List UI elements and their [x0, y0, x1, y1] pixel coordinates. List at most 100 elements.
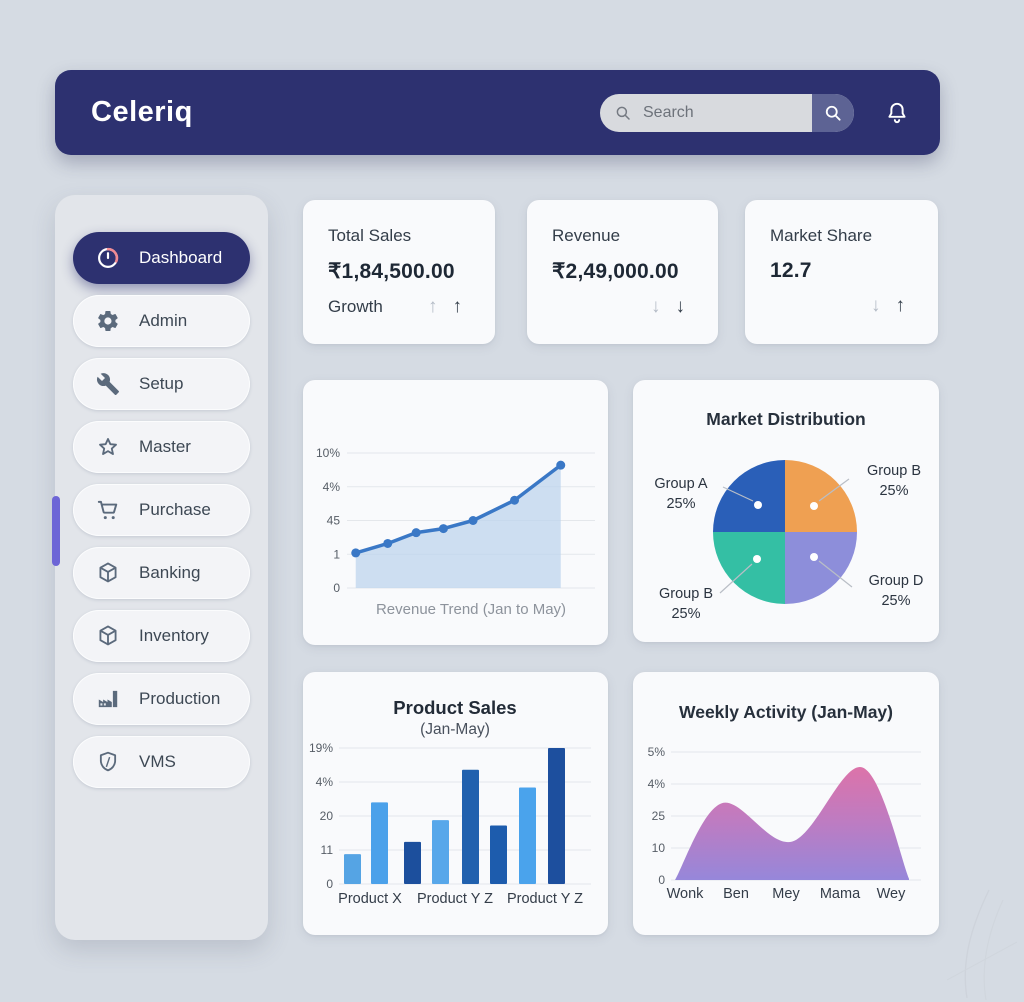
svg-text:0: 0 — [333, 581, 340, 595]
svg-text:25%: 25% — [671, 606, 700, 622]
sidebar-item-label: Admin — [139, 311, 188, 330]
svg-text:1: 1 — [333, 547, 340, 561]
sidebar-item-label: Inventory — [139, 626, 209, 645]
kpi-sub-row: ↓ ↓ — [552, 296, 718, 318]
kpi-card-market-share: Market Share 12.7 ↓ ↑ — [745, 200, 938, 344]
svg-text:Mey: Mey — [772, 886, 800, 902]
kpi-value: ₹1,84,500.00 — [328, 260, 455, 283]
navbar-right-group — [600, 93, 910, 132]
svg-text:Ben: Ben — [723, 886, 749, 902]
search-bar — [600, 93, 854, 132]
down-arrow-icon: ↓ — [651, 296, 661, 317]
svg-text:10: 10 — [652, 841, 666, 855]
svg-text:10%: 10% — [316, 446, 340, 460]
sidebar-item-label: Setup — [139, 374, 184, 393]
kpi-trend-arrows: ↓ ↓ — [651, 296, 685, 318]
sidebar-item-label: VMS — [139, 752, 176, 771]
kpi-title: Market Share — [770, 226, 873, 245]
product-sales-card: Product Sales (Jan-May) 19% 4% 20 11 0 Product … — [303, 672, 608, 935]
svg-text:Market Distribution: Market Distribution — [706, 409, 865, 429]
star-icon — [95, 434, 121, 460]
svg-text:4%: 4% — [648, 777, 666, 791]
svg-text:25: 25 — [652, 809, 666, 823]
brand-logo: Celeriq — [91, 96, 193, 128]
svg-text:20: 20 — [320, 809, 334, 823]
cube-icon — [95, 560, 121, 586]
svg-text:Product Y Z: Product Y Z — [507, 891, 583, 907]
svg-text:(Jan-May): (Jan-May) — [420, 721, 490, 738]
up-arrow-icon: ↑ — [428, 296, 438, 317]
kpi-sub-label: Growth — [328, 297, 383, 316]
sidebar-item-production[interactable]: Production — [73, 673, 250, 725]
svg-text:Revenue Trend (Jan to May): Revenue Trend (Jan to May) — [376, 601, 566, 618]
up-arrow-icon: ↑ — [452, 296, 463, 317]
revenue-trend-card: 10% 4% 45 1 0 Revenue Trend (Jan to May) — [303, 380, 608, 645]
sidebar: Dashboard Admin Setup Master Purchase Banking… — [55, 195, 268, 940]
search-input-wrap — [600, 94, 812, 132]
sidebar-item-dashboard[interactable]: Dashboard — [73, 232, 250, 284]
svg-text:Wonk: Wonk — [667, 886, 705, 902]
weekly-activity-card: Weekly Activity (Jan-May) 5% 4% 25 10 0 Wonk Be… — [633, 672, 939, 935]
search-button[interactable] — [812, 93, 854, 132]
kpi-card-revenue: Revenue ₹2,49,000.00 ↓ ↓ — [527, 200, 718, 344]
notifications-button[interactable] — [884, 99, 910, 127]
shield-icon — [95, 749, 121, 775]
svg-text:25%: 25% — [666, 496, 695, 512]
svg-text:25%: 25% — [881, 593, 910, 609]
search-icon — [823, 103, 843, 123]
svg-text:Weekly Activity (Jan-May): Weekly Activity (Jan-May) — [679, 702, 893, 722]
watermark-decoration — [946, 889, 1018, 1001]
market-distribution-pie-chart: Market Distribution Group A 25% Group B 25% G… — [654, 409, 924, 622]
svg-text:Product X: Product X — [338, 891, 402, 907]
down-arrow-icon: ↓ — [675, 296, 686, 317]
svg-text:Mama: Mama — [820, 886, 861, 902]
svg-text:Group D: Group D — [869, 573, 924, 589]
svg-text:Product Y Z: Product Y Z — [417, 891, 493, 907]
svg-text:Product Sales: Product Sales — [393, 697, 516, 718]
sidebar-item-label: Master — [139, 437, 191, 456]
kpi-card-total-sales: Total Sales ₹1,84,500.00 Growth ↑ ↑ — [303, 200, 495, 344]
sidebar-item-banking[interactable]: Banking — [73, 547, 250, 599]
svg-text:25%: 25% — [879, 483, 908, 499]
sidebar-item-label: Purchase — [139, 500, 211, 519]
sidebar-item-vms[interactable]: VMS — [73, 736, 250, 788]
sidebar-item-admin[interactable]: Admin — [73, 295, 250, 347]
svg-text:Group B: Group B — [659, 586, 713, 602]
clock-icon — [95, 245, 121, 271]
sidebar-accent-bar — [52, 496, 60, 566]
svg-text:45: 45 — [327, 514, 341, 528]
kpi-title: Revenue — [552, 226, 621, 245]
svg-text:4%: 4% — [323, 480, 341, 494]
svg-text:19%: 19% — [309, 741, 333, 755]
factory-icon — [95, 686, 121, 712]
sidebar-item-label: Banking — [139, 563, 201, 582]
sidebar-item-purchase[interactable]: Purchase — [73, 484, 250, 536]
sidebar-item-master[interactable]: Master — [73, 421, 250, 473]
wrench-icon — [95, 371, 121, 397]
search-icon — [614, 104, 632, 122]
kpi-value: ₹2,49,000.00 — [552, 260, 679, 283]
svg-text:4%: 4% — [316, 775, 334, 789]
kpi-value: 12.7 — [770, 259, 812, 282]
cube-icon — [95, 623, 121, 649]
bell-icon — [884, 99, 910, 127]
kpi-sub-row: ↓ ↑ — [770, 295, 938, 317]
kpi-trend-arrows: ↓ ↑ — [871, 295, 905, 317]
top-navbar: Celeriq — [55, 70, 940, 155]
cart-icon — [95, 497, 121, 523]
svg-text:0: 0 — [326, 877, 333, 891]
sidebar-item-inventory[interactable]: Inventory — [73, 610, 250, 662]
market-distribution-card: Market Distribution Group A 25% Group B 25% G… — [633, 380, 939, 642]
down-arrow-icon: ↓ — [871, 295, 881, 316]
svg-text:Group A: Group A — [654, 476, 708, 492]
sidebar-item-label: Production — [139, 689, 221, 708]
svg-text:11: 11 — [321, 843, 334, 857]
up-arrow-icon: ↑ — [895, 295, 906, 316]
kpi-title: Total Sales — [328, 226, 412, 245]
gear-icon — [95, 308, 121, 334]
sidebar-item-setup[interactable]: Setup — [73, 358, 250, 410]
product-sales-bar-chart: Product Sales (Jan-May) 19% 4% 20 11 0 Product … — [309, 697, 591, 907]
search-input[interactable] — [641, 102, 775, 123]
sidebar-item-label: Dashboard — [139, 248, 223, 267]
